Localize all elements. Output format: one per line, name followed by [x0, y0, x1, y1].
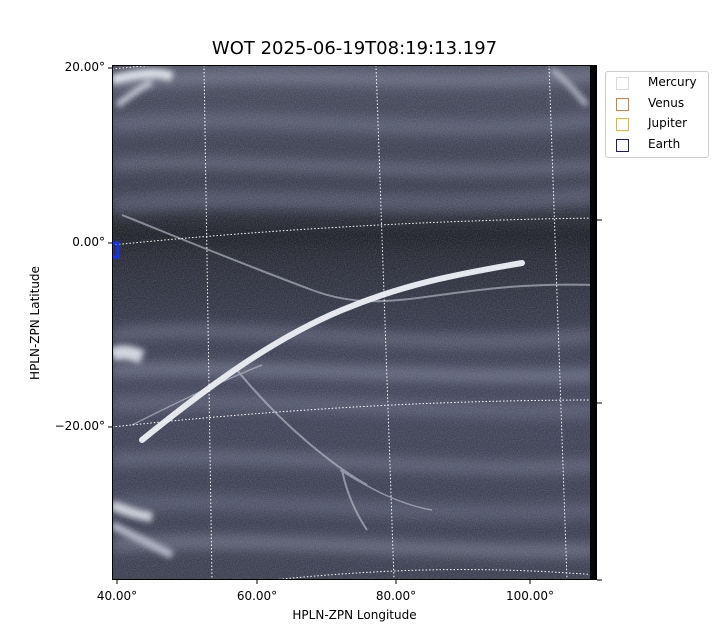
image-edge — [590, 65, 597, 580]
ytick-label: 0.00° — [72, 235, 105, 249]
legend-label: Jupiter — [648, 116, 688, 130]
legend-label: Earth — [648, 137, 681, 151]
chart-title: WOT 2025-06-19T08:19:13.197 — [211, 38, 498, 59]
legend-label: Mercury — [648, 75, 697, 89]
xtick-label: 100.00° — [506, 589, 554, 603]
xtick-label: 80.00° — [375, 589, 417, 603]
plot-frame — [112, 65, 597, 580]
legend-swatch — [616, 139, 629, 152]
xtick-label: 60.00° — [236, 589, 278, 603]
earth-marker — [112, 241, 120, 259]
ytick-label: 20.00° — [64, 60, 105, 74]
y-axis-label: HPLN-ZPN Latitude — [28, 266, 42, 380]
image-noise — [112, 65, 597, 580]
legend-label: Venus — [648, 96, 685, 110]
legend: Mercury Venus Jupiter Earth — [605, 71, 709, 158]
legend-swatch — [616, 98, 629, 111]
x-axis-label: HPLN-ZPN Longitude — [292, 608, 417, 622]
ytick-label: −20.00° — [54, 419, 105, 433]
plot-area — [112, 65, 597, 580]
coordinate-grid — [112, 65, 597, 580]
legend-swatch — [616, 77, 629, 90]
legend-swatch — [616, 118, 629, 131]
xtick-label: 40.00° — [96, 589, 138, 603]
